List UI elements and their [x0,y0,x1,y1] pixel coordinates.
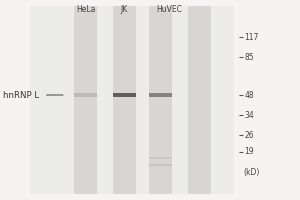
Text: hnRNP L: hnRNP L [3,90,39,99]
Bar [30,6,234,194]
Text: 48: 48 [244,90,254,99]
Text: 19: 19 [244,148,254,156]
Text: JK: JK [121,5,128,14]
Text: (kD): (kD) [244,168,260,176]
Text: 26: 26 [244,130,254,140]
Bar [149,157,172,159]
Bar [74,93,97,97]
Bar [113,6,136,194]
Bar [149,6,172,194]
Text: HeLa: HeLa [76,5,95,14]
Bar [149,164,172,166]
Bar [188,6,211,194]
Text: 85: 85 [244,52,254,62]
Text: HuVEC: HuVEC [157,5,182,14]
Bar [149,93,172,97]
Text: 117: 117 [244,32,259,42]
Bar [74,6,97,194]
Bar [113,93,136,97]
Text: 34: 34 [244,110,254,119]
